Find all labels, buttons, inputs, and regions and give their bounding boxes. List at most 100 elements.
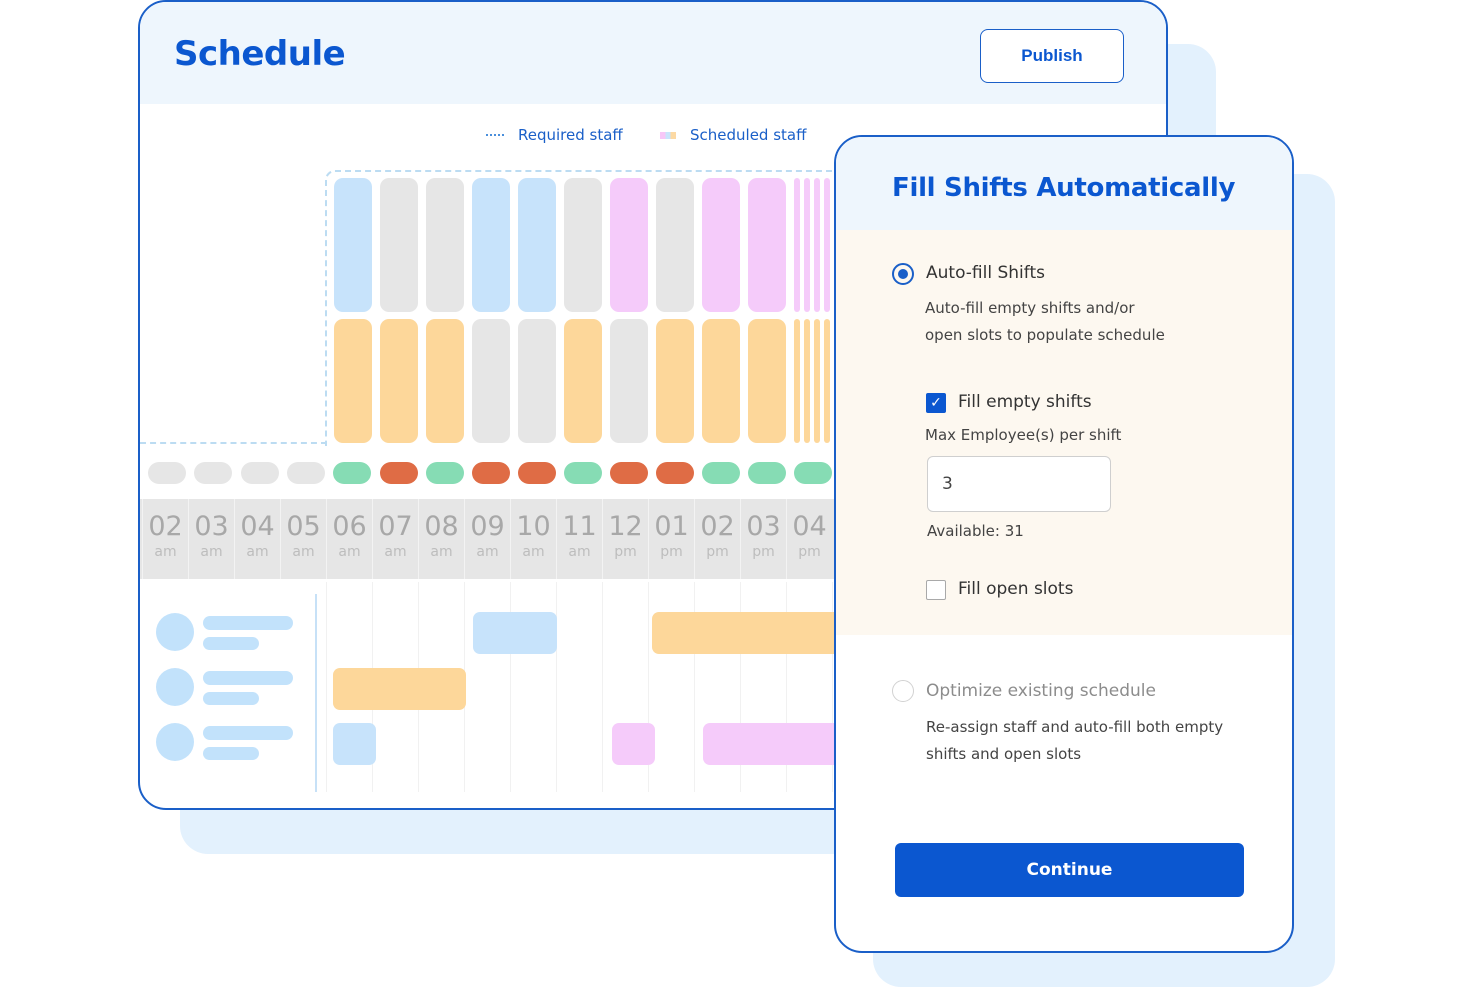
fill-open-slots-checkbox[interactable] [926,580,946,600]
checkmark-icon: ✓ [930,395,942,411]
max-employees-input[interactable] [927,456,1111,512]
timeline-hour: 10 [516,511,551,542]
optimize-label[interactable]: Optimize existing schedule [926,681,1156,701]
staff-bar-upper [748,178,786,312]
autofill-description-line2: open slots to populate schedule [925,326,1165,344]
timeline-hour: 05 [286,511,321,542]
coverage-pill [702,462,740,484]
staff-bar-lower [564,319,602,443]
autofill-radio[interactable] [892,263,914,285]
timeline-meridiem: am [384,544,407,560]
legend-required-label: Required staff [518,126,623,144]
avatar [156,723,194,761]
timeline-meridiem: pm [798,544,821,560]
timeline-column: 12 pm [602,499,648,579]
staff-bar-lower [426,319,464,443]
timeline-hour: 09 [470,511,505,542]
optimize-description-line2: shifts and open slots [926,745,1082,763]
coverage-pill [426,462,464,484]
timeline-hour: 11 [562,511,597,542]
shift-block [612,723,655,765]
staff-bar-lower [748,319,786,443]
fill-empty-shifts-checkbox[interactable]: ✓ [926,393,946,413]
timeline-column: 03 pm [740,499,786,579]
timeline-hour: 01 [654,511,689,542]
timeline-hour: 02 [148,511,183,542]
dialog-header: Fill Shifts Automatically [836,137,1292,230]
coverage-pill [610,462,648,484]
timeline-column: 04 pm [786,499,832,579]
timeline-meridiem: pm [614,544,637,560]
staff-bar-upper [656,178,694,312]
grid-line [602,582,603,792]
grid-line [326,582,327,792]
shift-block [333,668,466,710]
employee-name-placeholder [203,671,293,685]
legend-scheduled-label: Scheduled staff [690,126,807,144]
staff-bar-lower [794,319,800,443]
timeline-hour: 08 [424,511,459,542]
timeline-meridiem: am [338,544,361,560]
timeline-column: 02 am [142,499,188,579]
autofill-option-panel [836,230,1292,635]
timeline-meridiem: pm [660,544,683,560]
coverage-pill [194,462,232,484]
coverage-pill [241,462,279,484]
continue-button[interactable]: Continue [895,843,1244,897]
timeline-column: 05 am [280,499,326,579]
grid-line [694,582,695,792]
timeline-meridiem: am [522,544,545,560]
timeline-hour: 07 [378,511,413,542]
timeline-column: 08 am [418,499,464,579]
coverage-pill [794,462,832,484]
timeline-column: 04 am [234,499,280,579]
timeline-meridiem: am [568,544,591,560]
autofill-description: Auto-fill empty shifts and/or [925,299,1135,317]
grid-line [832,582,833,792]
staff-bar-upper [334,178,372,312]
fill-empty-shifts-label[interactable]: Fill empty shifts [958,392,1092,412]
timeline-column: 10 am [510,499,556,579]
autofill-label[interactable]: Auto-fill Shifts [926,263,1045,283]
grid-line [740,582,741,792]
staff-bar-lower [380,319,418,443]
staff-bar-upper [518,178,556,312]
timeline-meridiem: pm [752,544,775,560]
timeline-column: 02 pm [694,499,740,579]
shift-block [333,723,376,765]
staff-bar-lower [518,319,556,443]
coverage-pill [656,462,694,484]
staff-bar-lower [814,319,820,443]
fill-open-slots-label[interactable]: Fill open slots [958,579,1074,599]
roster-divider [315,594,317,792]
legend-required-staff: Required staff [486,126,623,144]
shift-block [473,612,557,654]
timeline-column: 07 am [372,499,418,579]
optimize-radio[interactable] [892,680,914,702]
employee-role-placeholder [203,747,259,760]
timeline-column: 03 am [188,499,234,579]
staff-bar-lower [824,319,830,443]
grid-line [556,582,557,792]
timeline-meridiem: pm [706,544,729,560]
timeline-meridiem: am [200,544,223,560]
available-count: Available: 31 [927,522,1024,540]
grid-line [648,582,649,792]
timeline-hour: 03 [746,511,781,542]
timeline-column: 11 am [556,499,602,579]
legend-scheduled-staff: Scheduled staff [660,126,806,144]
timeline-column: 01 pm [648,499,694,579]
avatar [156,613,194,651]
staff-bar-upper [426,178,464,312]
publish-button[interactable]: Publish [980,29,1124,83]
coverage-pill [518,462,556,484]
staff-bar-lower [656,319,694,443]
staff-bar-lower [804,319,810,443]
coverage-pill [748,462,786,484]
staff-bar-upper [702,178,740,312]
coverage-pill [472,462,510,484]
timeline-hour: 04 [240,511,275,542]
grid-line [510,582,511,792]
shift-block [652,612,852,654]
